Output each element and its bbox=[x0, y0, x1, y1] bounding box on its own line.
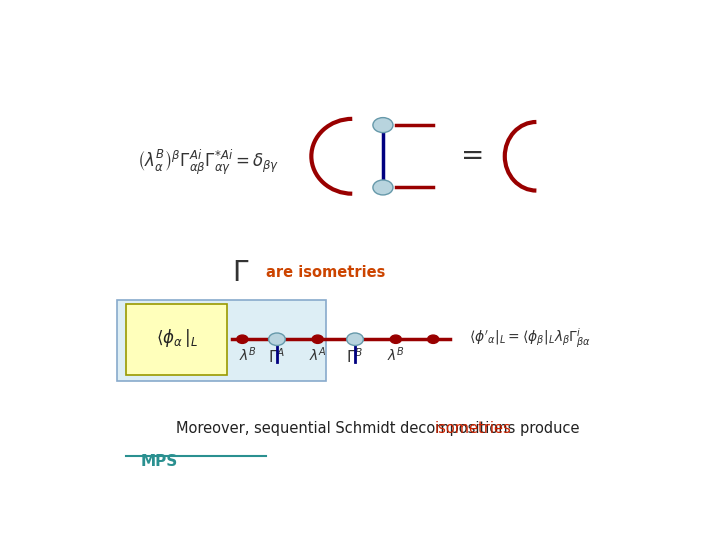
Text: $\Gamma^B$: $\Gamma^B$ bbox=[346, 348, 364, 366]
Bar bbox=[117, 300, 326, 381]
Text: $\lambda^B$: $\lambda^B$ bbox=[240, 346, 258, 364]
Circle shape bbox=[390, 335, 401, 343]
Bar bbox=[126, 304, 227, 375]
Text: $\left(\lambda^B_\alpha\right)^\beta \Gamma^{Ai}_{\alpha\beta}\Gamma^{*Ai}_{\alp: $\left(\lambda^B_\alpha\right)^\beta \Ga… bbox=[138, 148, 279, 177]
Text: $\langle \phi'_\alpha |_L = \langle \phi_\beta |_L \lambda_\beta \Gamma^i_{\beta: $\langle \phi'_\alpha |_L = \langle \phi… bbox=[469, 327, 592, 350]
Text: $\lambda^B$: $\lambda^B$ bbox=[387, 346, 405, 364]
Circle shape bbox=[373, 180, 393, 195]
Circle shape bbox=[428, 335, 438, 343]
Text: =: = bbox=[461, 142, 484, 170]
Text: $\lambda^A$: $\lambda^A$ bbox=[309, 346, 327, 364]
Text: are isometries: are isometries bbox=[266, 265, 385, 280]
Text: $\Gamma$: $\Gamma$ bbox=[232, 259, 249, 287]
Circle shape bbox=[237, 335, 248, 343]
Circle shape bbox=[373, 118, 393, 133]
Circle shape bbox=[347, 333, 364, 346]
Text: isometries: isometries bbox=[435, 421, 512, 436]
Circle shape bbox=[269, 333, 285, 346]
Circle shape bbox=[312, 335, 323, 343]
Text: $\Gamma^A$: $\Gamma^A$ bbox=[269, 348, 286, 366]
Text: Moreover, sequential Schmidt decompositions produce: Moreover, sequential Schmidt decompositi… bbox=[176, 421, 585, 436]
Text: $\langle \phi_\alpha \,|_L$: $\langle \phi_\alpha \,|_L$ bbox=[156, 327, 197, 349]
Text: MPS: MPS bbox=[140, 454, 177, 469]
